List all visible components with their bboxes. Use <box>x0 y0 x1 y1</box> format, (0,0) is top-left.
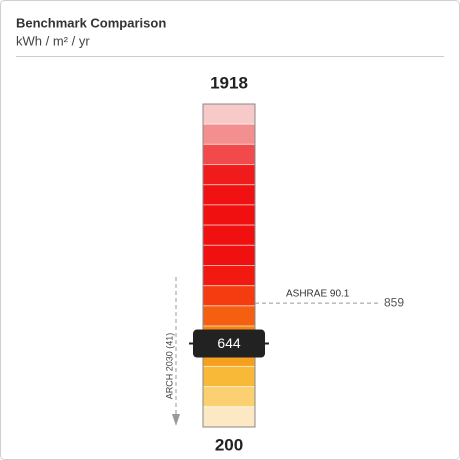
value-label: 644 <box>217 335 241 351</box>
gauge-segment <box>202 103 256 125</box>
gauge-segment <box>202 265 256 287</box>
value-marker <box>193 329 265 358</box>
gauge-outline <box>202 103 256 428</box>
gauge-segment <box>202 164 256 186</box>
arrow-head <box>172 414 180 426</box>
benchmark-label: ASHRAE 90.1 <box>286 289 350 300</box>
annotation: ARCH 2030 (41) <box>164 333 174 400</box>
subtitle: kWh / m² / yr <box>16 33 90 48</box>
max-label: 1918 <box>210 73 248 92</box>
gauge-segment <box>202 143 256 166</box>
gauge-segment <box>202 244 256 266</box>
gauge-segment <box>202 123 256 145</box>
gauge-segment <box>202 305 256 327</box>
benchmark-value: 859 <box>384 295 404 309</box>
gauge-segment <box>202 184 256 206</box>
gauge-segment <box>202 224 256 246</box>
gauge-segment <box>202 365 256 388</box>
gauge-segment <box>202 406 256 428</box>
gauge-segment <box>202 386 256 408</box>
gauge-segment <box>202 204 256 226</box>
gauge-segment <box>202 285 256 307</box>
title: Benchmark Comparison <box>16 15 166 30</box>
min-label: 200 <box>215 435 243 454</box>
